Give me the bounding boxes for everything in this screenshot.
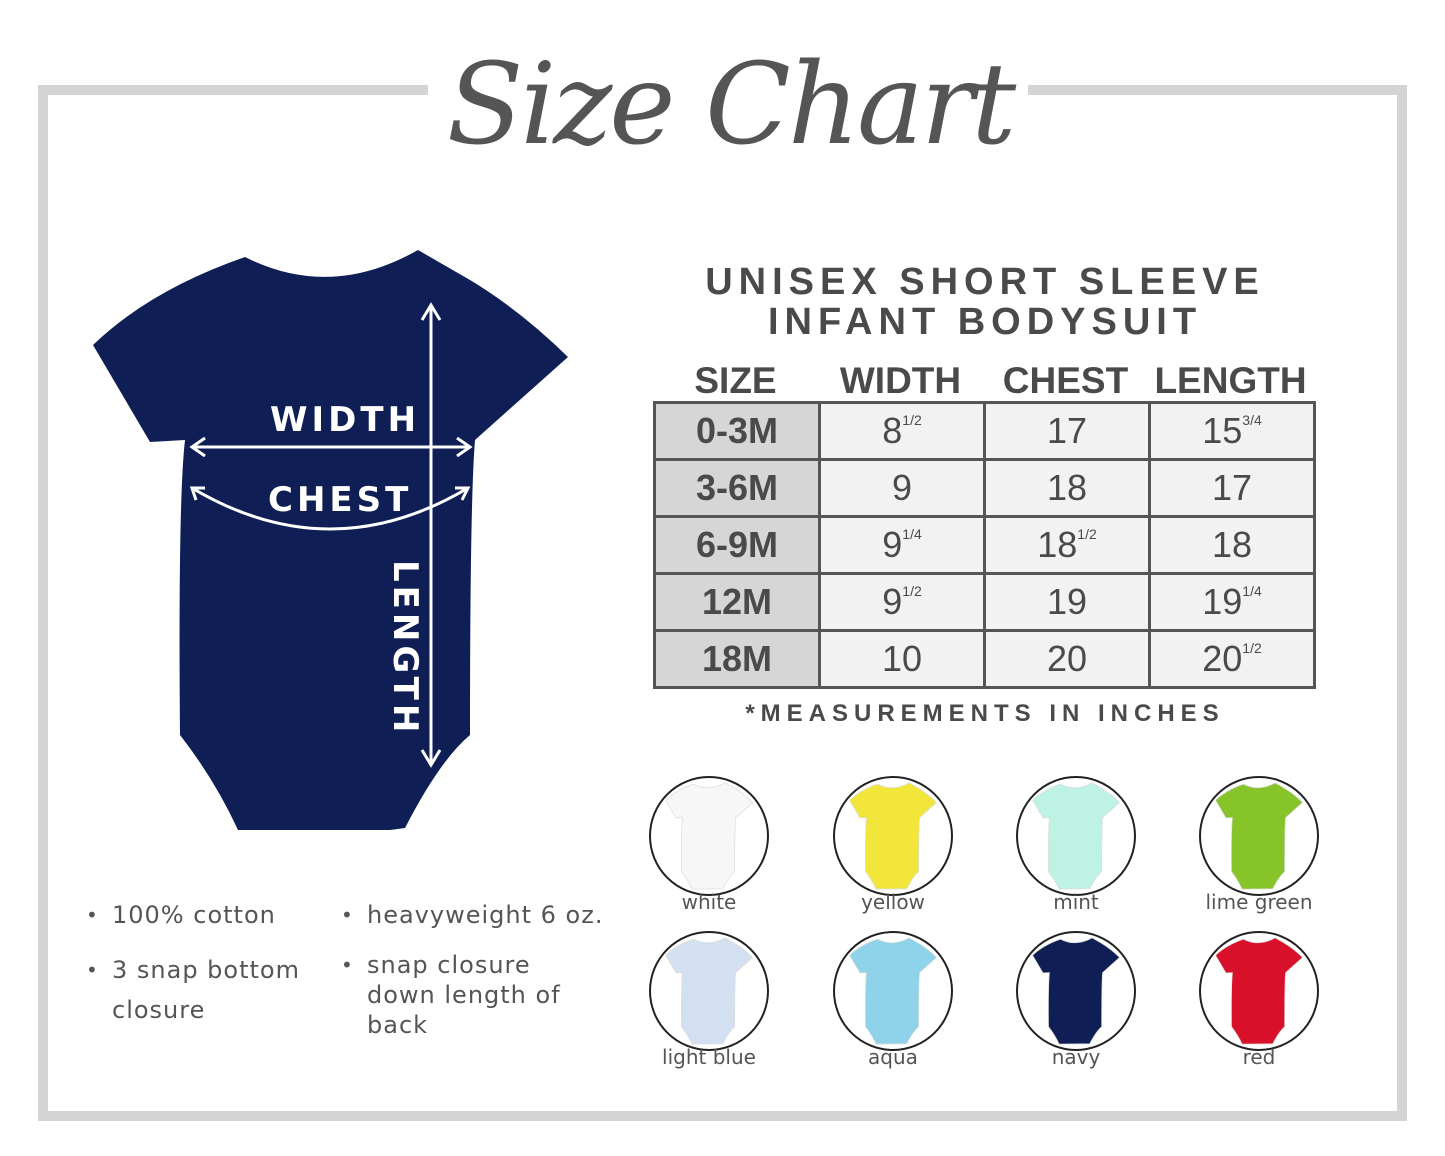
width-cell: 91/4 bbox=[818, 515, 986, 575]
page-title: Size Chart bbox=[446, 40, 1017, 170]
size-cell: 12M bbox=[653, 572, 821, 632]
color-name: white bbox=[681, 890, 737, 914]
table-row: 6-9M 91/4 181/2 18 bbox=[653, 515, 1316, 575]
width-cell: 10 bbox=[818, 629, 986, 689]
chest-label: CHEST bbox=[268, 480, 413, 520]
header-width: WIDTH bbox=[839, 360, 962, 401]
bodysuit-icon bbox=[1032, 782, 1121, 890]
chest-cell: 18 bbox=[983, 458, 1151, 518]
table-row: 0-3M 81/2 17 153/4 bbox=[653, 401, 1316, 461]
color-swatch-lime-green[interactable]: lime green bbox=[1199, 776, 1319, 914]
width-cell: 91/2 bbox=[818, 572, 986, 632]
length-cell: 191/4 bbox=[1148, 572, 1316, 632]
swatch-circle bbox=[649, 931, 769, 1051]
swatch-circle bbox=[1016, 776, 1136, 896]
length-label: LENGTH bbox=[385, 560, 425, 737]
color-name: red bbox=[1242, 1045, 1276, 1069]
color-name: aqua bbox=[868, 1045, 918, 1069]
chest-cell: 19 bbox=[983, 572, 1151, 632]
bodysuit-icon bbox=[849, 782, 938, 890]
swatch-circle bbox=[833, 776, 953, 896]
color-swatch-aqua[interactable]: aqua bbox=[833, 931, 953, 1069]
bodysuit-icon bbox=[1215, 937, 1304, 1045]
color-name: navy bbox=[1051, 1045, 1101, 1069]
header-chest: CHEST bbox=[1002, 360, 1129, 401]
product-title: UNISEX SHORT SLEEVE INFANT BODYSUIT bbox=[705, 261, 1265, 343]
table-row: 12M 91/2 19 191/4 bbox=[653, 572, 1316, 632]
size-cell: 0-3M bbox=[653, 401, 821, 461]
feature-weight: heavyweight 6 oz. bbox=[341, 900, 637, 930]
length-cell: 201/2 bbox=[1148, 629, 1316, 689]
length-cell: 153/4 bbox=[1148, 401, 1316, 461]
color-name: mint bbox=[1053, 890, 1099, 914]
color-swatch-mint[interactable]: mint bbox=[1016, 776, 1136, 914]
width-label: WIDTH bbox=[270, 400, 421, 440]
color-name: lime green bbox=[1205, 890, 1313, 914]
size-cell: 6-9M bbox=[653, 515, 821, 575]
chest-cell: 181/2 bbox=[983, 515, 1151, 575]
bodysuit-icon bbox=[1215, 782, 1304, 890]
feature-snap-back: snap closure down length of back bbox=[341, 950, 607, 1040]
length-cell: 17 bbox=[1148, 458, 1316, 518]
color-name: yellow bbox=[861, 890, 925, 914]
swatch-circle bbox=[1199, 776, 1319, 896]
swatch-circle bbox=[1016, 931, 1136, 1051]
width-cell: 81/2 bbox=[818, 401, 986, 461]
size-cell: 18M bbox=[653, 629, 821, 689]
swatch-circle bbox=[649, 776, 769, 896]
table-row: 18M 10 20 201/2 bbox=[653, 629, 1316, 689]
bodysuit-image bbox=[93, 250, 568, 830]
bodysuit-icon bbox=[665, 937, 754, 1045]
color-swatch-red[interactable]: red bbox=[1199, 931, 1319, 1069]
color-swatch-navy[interactable]: navy bbox=[1016, 931, 1136, 1069]
chest-cell: 20 bbox=[983, 629, 1151, 689]
width-cell: 9 bbox=[818, 458, 986, 518]
bodysuit-icon bbox=[665, 782, 754, 890]
length-cell: 18 bbox=[1148, 515, 1316, 575]
measurement-note: *MEASUREMENTS IN INCHES bbox=[745, 700, 1225, 727]
color-swatch-yellow[interactable]: yellow bbox=[833, 776, 953, 914]
swatch-circle bbox=[1199, 931, 1319, 1051]
color-swatch-light-blue[interactable]: light blue bbox=[649, 931, 769, 1069]
bodysuit-icon bbox=[849, 937, 938, 1045]
color-swatch-white[interactable]: white bbox=[649, 776, 769, 914]
color-name: light blue bbox=[662, 1045, 756, 1069]
table-row: 3-6M 9 18 17 bbox=[653, 458, 1316, 518]
size-cell: 3-6M bbox=[653, 458, 821, 518]
header-size: SIZE bbox=[694, 360, 777, 401]
feature-cotton: 100% cotton bbox=[86, 900, 337, 930]
swatch-circle bbox=[833, 931, 953, 1051]
chest-cell: 17 bbox=[983, 401, 1151, 461]
bodysuit-icon bbox=[1032, 937, 1121, 1045]
feature-snap-bottom: 3 snap bottom closure bbox=[86, 950, 337, 1030]
size-table: 0-3M 81/2 17 153/4 3-6M 9 18 17 6-9M 91/4 181/2 18 1… bbox=[653, 401, 1316, 689]
bodysuit-diagram bbox=[93, 250, 568, 830]
header-length: LENGTH bbox=[1154, 360, 1307, 401]
